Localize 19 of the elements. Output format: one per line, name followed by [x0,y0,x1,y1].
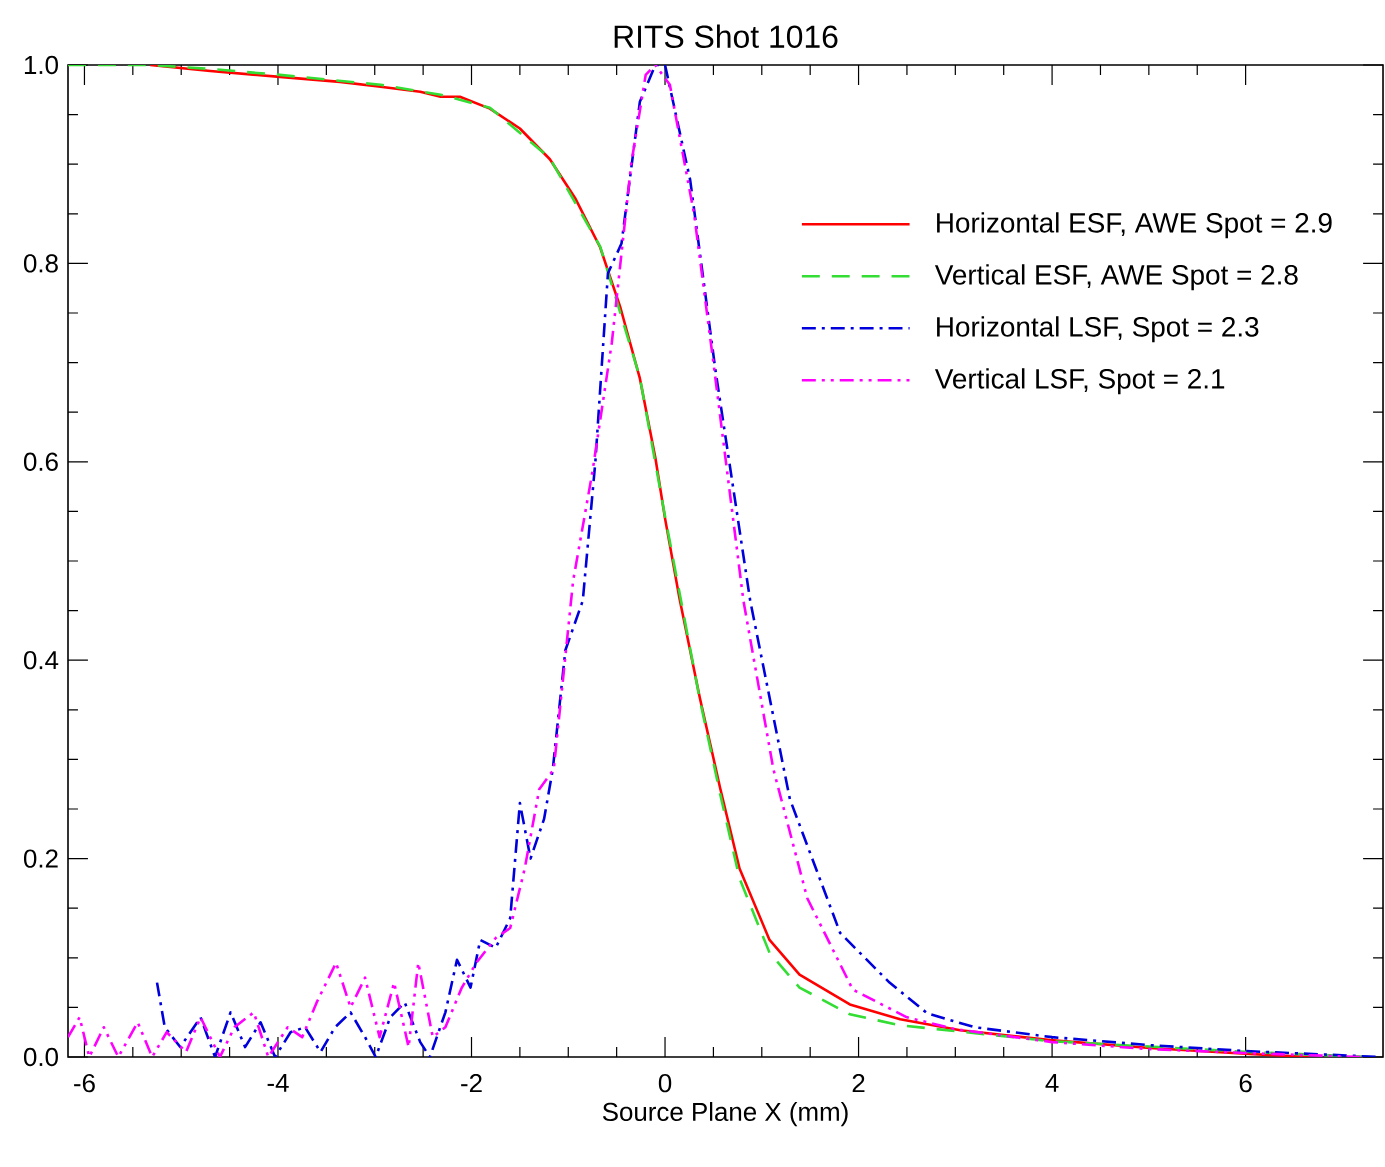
y-tick-label: 0.0 [23,1047,58,1067]
x-tick-label: 2 [852,1073,865,1093]
legend-label: Horizontal ESF, AWE Spot = 2.9 [937,212,1332,239]
y-tick-label: 0.6 [23,452,58,471]
x-tick-label: -6 [74,1073,95,1093]
x-tick-label: 6 [1239,1073,1252,1093]
chart-title: RITS Shot 1016 [614,24,838,48]
x-axis-title: Source Plane X (mm) [602,1102,848,1127]
x-tick-label: -2 [461,1073,482,1093]
legend-label: Vertical LSF, Spot = 2.1 [934,368,1225,395]
y-tick-label: 0.8 [23,254,58,273]
x-tick-label: 4 [1045,1074,1059,1092]
y-tick-label: 0.2 [23,849,58,868]
y-tick-label: 0.4 [23,651,59,670]
y-tick-label: 1.0 [24,55,58,75]
legend-label: Vertical ESF, AWE Spot = 2.8 [934,264,1298,291]
x-tick-label: 0 [658,1073,672,1093]
legend-label: Horizontal LSF, Spot = 2.3 [937,316,1259,343]
x-tick-label: -4 [267,1074,289,1092]
